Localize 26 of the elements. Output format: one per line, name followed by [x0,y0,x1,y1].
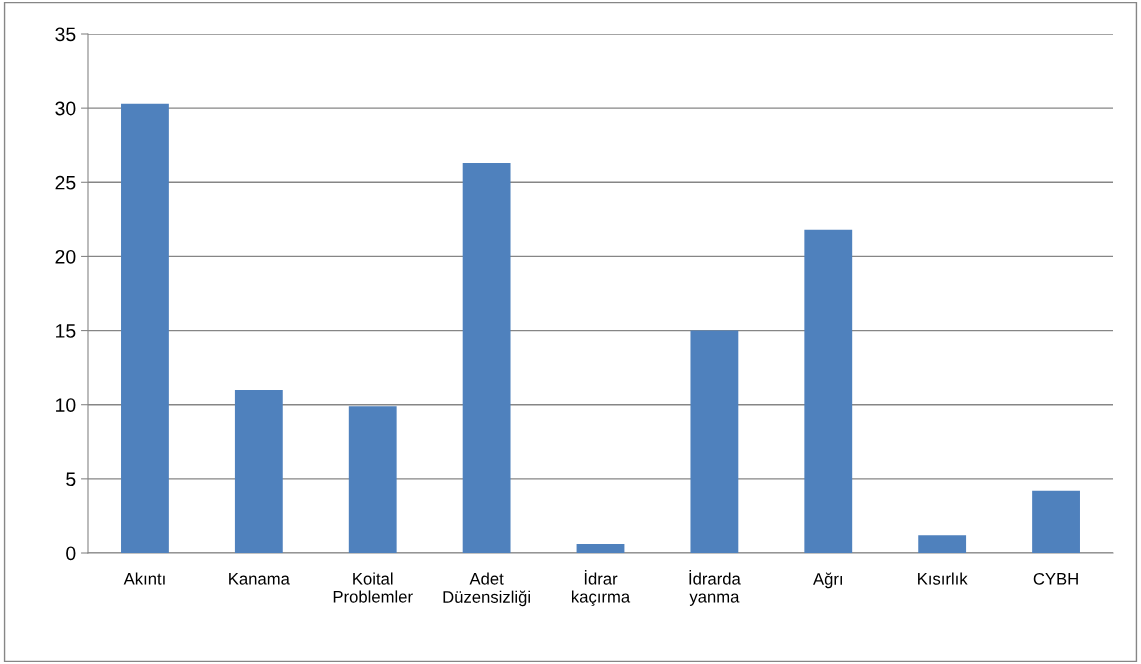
y-tick-label: 15 [56,324,76,338]
bar [690,330,739,553]
y-tick-label: 10 [56,398,76,412]
x-tick-label: Akıntı [123,572,165,585]
x-tick-label: Koital Problemler [333,572,413,603]
x-tick-label: İdrar kaçırma [571,570,631,607]
x-tick-label: İdrarda yanma [689,570,741,606]
x-tick-label: CYBH [1033,572,1078,585]
x-tick-label: Adet Düzensizliği [443,572,530,607]
bar [348,406,397,553]
y-tick-label: 35 [55,27,76,42]
y-tick-label: 25 [55,175,76,190]
bar [576,544,625,553]
y-tick-label: 30 [55,101,76,116]
x-tick-label: Kanama [229,573,290,585]
bar [462,163,511,553]
y-tick-label: 20 [55,249,76,264]
bar [804,229,853,553]
bar [121,103,169,553]
bar [234,389,283,553]
y-tick-label: 5 [66,472,76,487]
bar [918,535,967,553]
bar [1032,490,1080,553]
x-tick-label: Kısırlık [918,572,968,585]
x-tick-label: Ağrı [813,572,842,589]
y-tick-label: 0 [66,546,76,561]
